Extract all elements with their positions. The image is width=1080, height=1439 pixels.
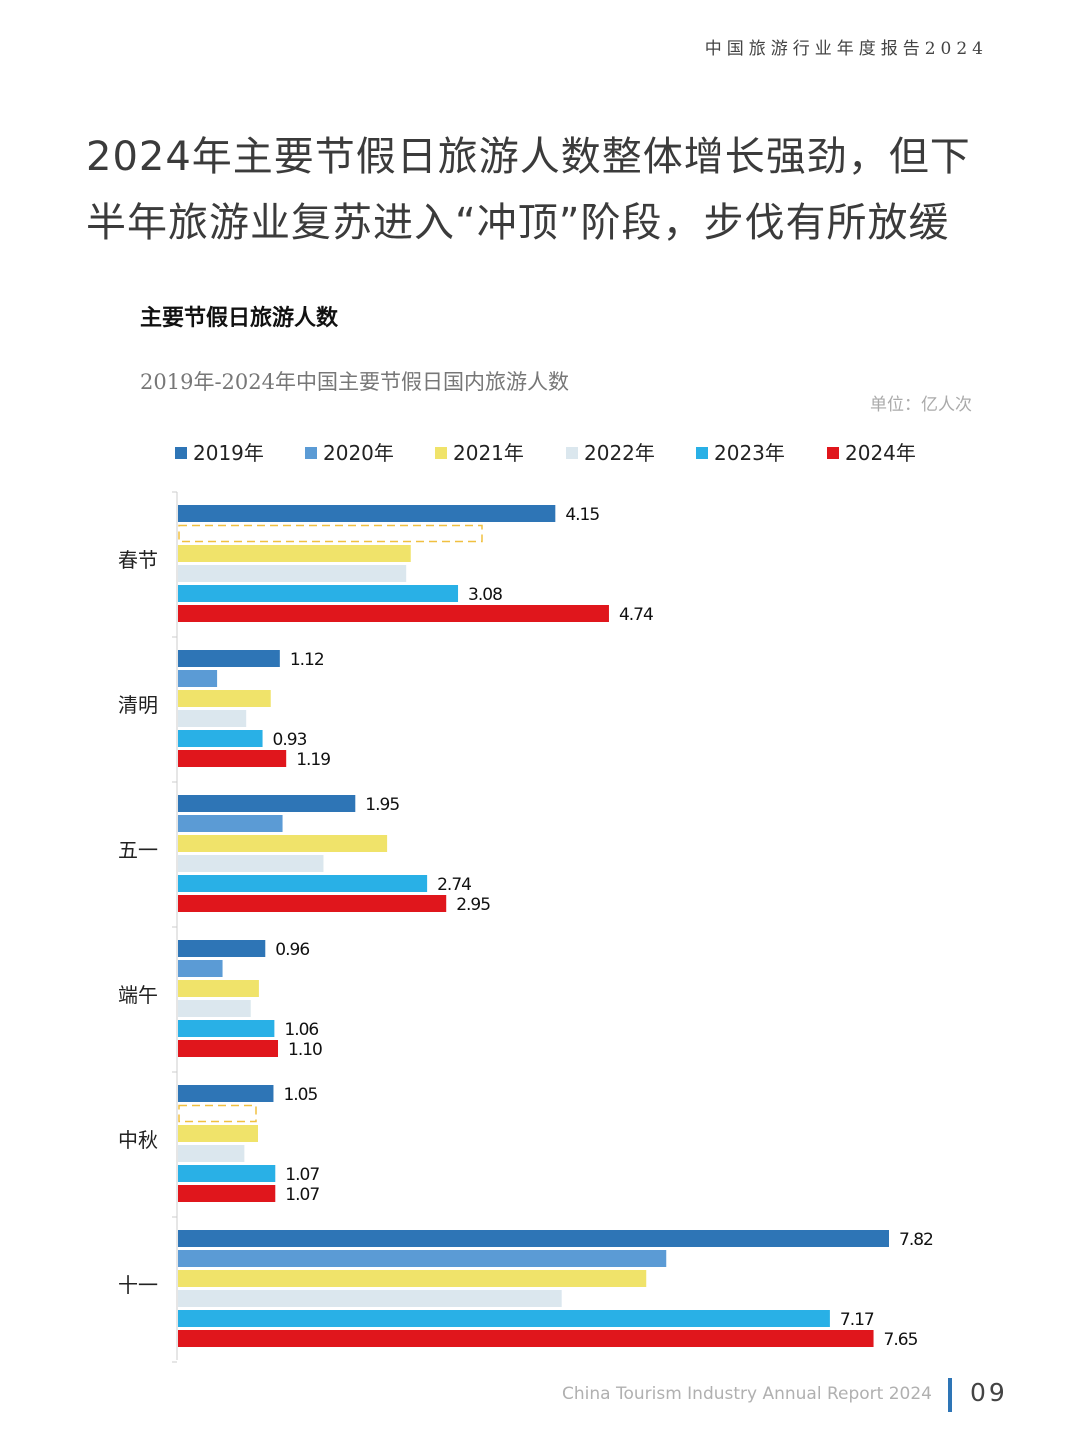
- chart-unit-label: 单位：亿人次: [870, 395, 972, 415]
- legend-label-2020: 2020年: [323, 441, 394, 465]
- bar-2019: [178, 505, 556, 522]
- bar-2020: [178, 960, 223, 977]
- bar-2023: [178, 1165, 276, 1182]
- page-headline: 2024年主要节假日旅游人数整体增长强劲，但下半年旅游业复苏进入“冲顶”阶段，步…: [86, 134, 971, 246]
- bar-2024: [178, 750, 287, 767]
- bar-2024: [178, 605, 609, 622]
- bar-2022: [178, 565, 407, 582]
- data-label: 2.74: [437, 875, 471, 895]
- data-label: 1.06: [284, 1020, 318, 1040]
- data-label: 1.07: [285, 1165, 319, 1185]
- bar-2022: [178, 1290, 562, 1307]
- legend-swatch-2020: [305, 447, 317, 459]
- bar-2023: [178, 730, 263, 747]
- footer-report-name: China Tourism Industry Annual Report 202…: [561, 1384, 932, 1404]
- data-label: 1.19: [296, 750, 330, 770]
- legend-swatch-2023: [696, 447, 708, 459]
- bar-2021: [178, 690, 271, 707]
- data-label: 7.65: [884, 1330, 918, 1350]
- legend-label-2019: 2019年: [193, 441, 264, 465]
- page-number: 09: [970, 1378, 1008, 1407]
- data-label: 1.10: [288, 1040, 322, 1060]
- bar-2020: [178, 1250, 667, 1267]
- section-title: 主要节假日旅游人数: [140, 306, 339, 331]
- bar-2023: [178, 1310, 830, 1327]
- bar-missing-placeholder: [178, 524, 483, 543]
- legend-label-2024: 2024年: [845, 441, 916, 465]
- bar-2024: [178, 1040, 279, 1057]
- category-label: 清明: [118, 693, 158, 717]
- legend-swatch-2021: [435, 447, 447, 459]
- bar-2023: [178, 585, 459, 602]
- bar-2022: [178, 1145, 245, 1162]
- data-label: 4.74: [619, 605, 653, 625]
- bar-2019: [178, 650, 280, 667]
- bar-2024: [178, 1185, 276, 1202]
- legend-swatch-2019: [175, 447, 187, 459]
- report-header-title: 中国旅游行业年度报告2024: [704, 39, 988, 59]
- bar-missing-placeholder: [178, 1104, 257, 1123]
- bar-2022: [178, 710, 247, 727]
- legend-label-2023: 2023年: [714, 441, 785, 465]
- legend-label-2022: 2022年: [584, 441, 655, 465]
- bar-2020: [178, 815, 283, 832]
- bar-2019: [178, 795, 356, 812]
- bar-2021: [178, 1270, 647, 1287]
- bar-2019: [178, 940, 266, 957]
- category-label: 中秋: [118, 1128, 158, 1152]
- bar-2023: [178, 1020, 275, 1037]
- bar-2019: [178, 1230, 889, 1247]
- category-label: 十一: [118, 1273, 158, 1297]
- bar-2021: [178, 980, 259, 997]
- legend-swatch-2022: [566, 447, 578, 459]
- bar-2021: [178, 545, 411, 562]
- bar-2023: [178, 875, 428, 892]
- bar-2019: [178, 1085, 274, 1102]
- bar-2022: [178, 1000, 251, 1017]
- bar-2021: [178, 1125, 259, 1142]
- data-label: 3.08: [468, 585, 502, 605]
- bar-2024: [178, 895, 447, 912]
- category-label: 春节: [118, 548, 158, 572]
- data-label: 1.07: [285, 1185, 319, 1205]
- category-label: 端午: [118, 983, 158, 1007]
- bar-2020: [178, 670, 218, 687]
- data-label: 1.05: [283, 1085, 317, 1105]
- bar-2022: [178, 855, 324, 872]
- data-label: 1.12: [290, 650, 324, 670]
- chart-title: 2019年-2024年中国主要节假日国内旅游人数: [140, 370, 569, 394]
- data-label: 0.93: [273, 730, 307, 750]
- category-label: 五一: [118, 838, 158, 862]
- data-label: 4.15: [565, 505, 599, 525]
- bar-2021: [178, 835, 388, 852]
- data-label: 0.96: [275, 940, 309, 960]
- data-label: 7.17: [840, 1310, 874, 1330]
- legend-label-2021: 2021年: [453, 441, 524, 465]
- data-label: 1.95: [365, 795, 399, 815]
- bar-2024: [178, 1330, 874, 1347]
- data-label: 7.82: [899, 1230, 933, 1250]
- legend-swatch-2024: [827, 447, 839, 459]
- data-label: 2.95: [456, 895, 490, 915]
- footer-divider: [948, 1378, 952, 1412]
